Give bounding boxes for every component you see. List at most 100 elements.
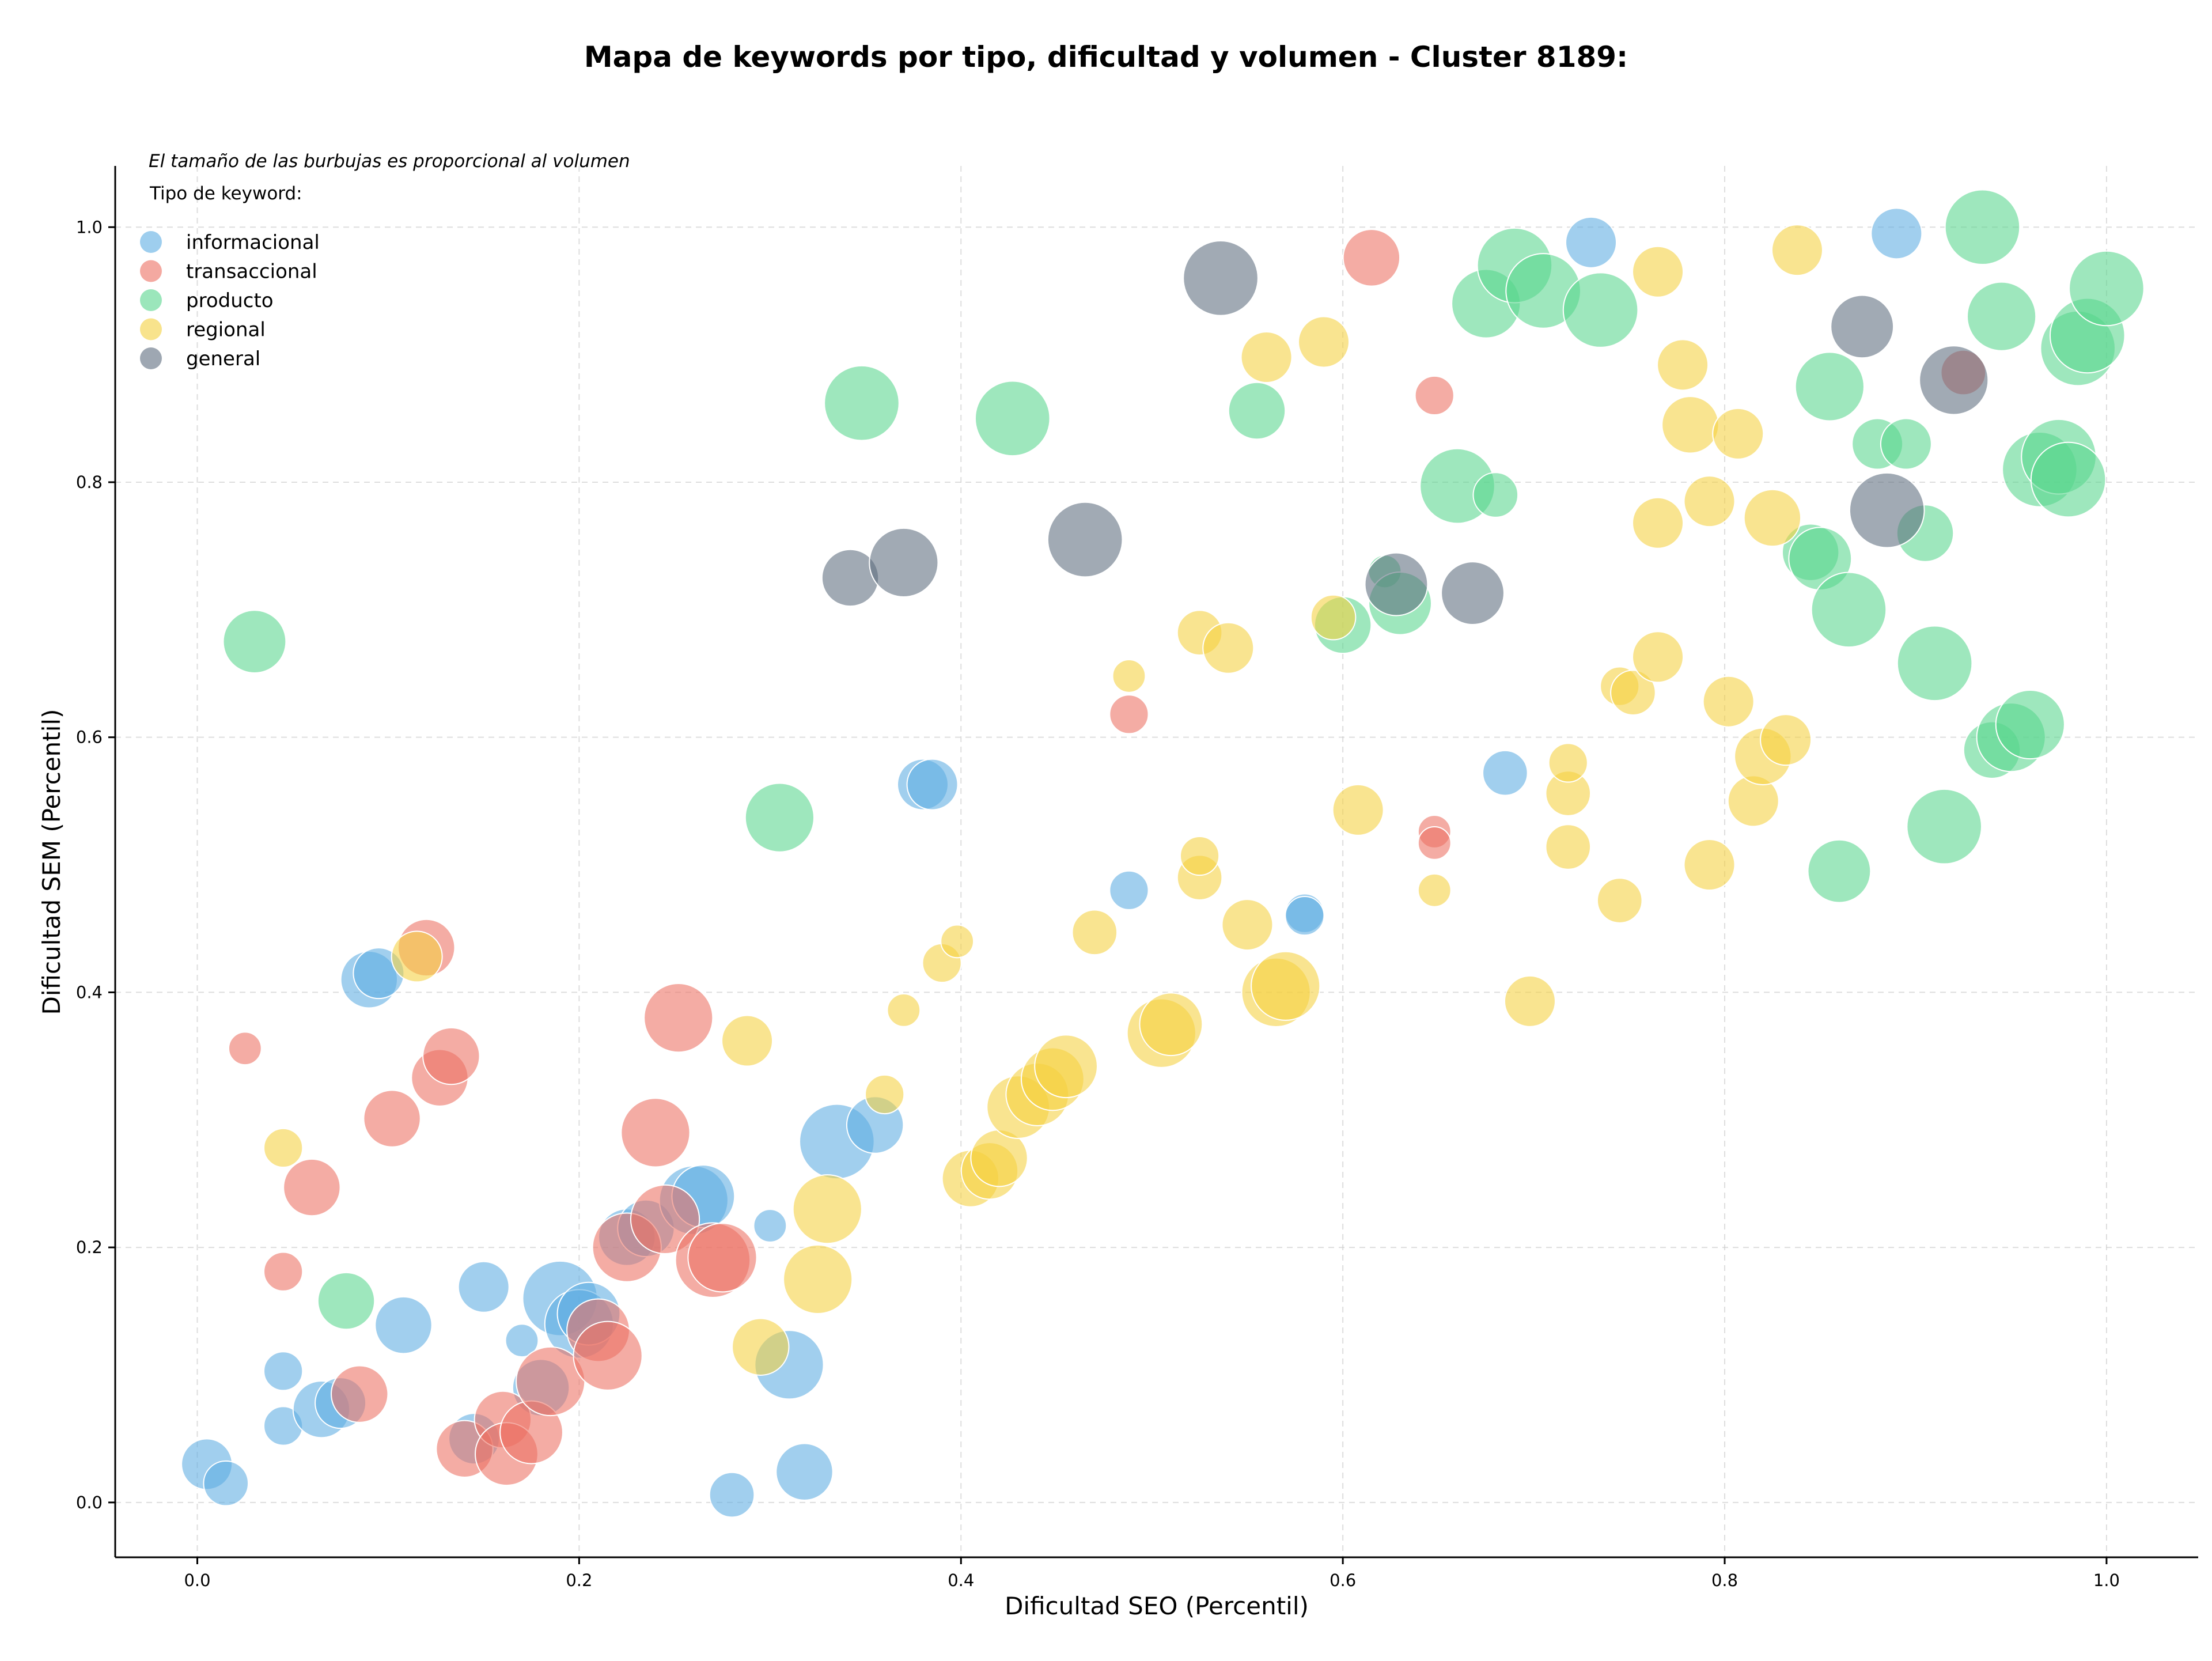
producto-bubble xyxy=(1967,281,2037,351)
producto-bubble xyxy=(1810,572,1887,648)
producto-bubble xyxy=(974,380,1051,457)
regional-bubble xyxy=(1610,669,1656,716)
regional-bubble xyxy=(1545,824,1592,870)
transaccional-bubble xyxy=(263,1251,304,1292)
informacional-bubble xyxy=(1109,870,1149,910)
producto-bubble xyxy=(824,365,900,441)
y-tick-label: 0.2 xyxy=(76,1238,103,1257)
transaccional-bubble xyxy=(331,1365,389,1423)
legend-marker-producto xyxy=(140,289,162,311)
transaccional-bubble xyxy=(630,1184,700,1255)
informacional-bubble xyxy=(374,1296,433,1354)
legend-marker-transaccional xyxy=(140,260,162,282)
bubbles xyxy=(181,189,2145,1518)
producto-bubble xyxy=(1906,788,1982,865)
regional-bubble xyxy=(1298,316,1350,368)
general-bubble xyxy=(1849,472,1925,548)
legend-marker-informacional xyxy=(140,231,162,253)
transaccional-bubble xyxy=(1417,826,1452,860)
producto-bubble xyxy=(1807,839,1872,903)
regional-bubble xyxy=(1221,899,1274,951)
producto-bubble xyxy=(1562,272,1639,348)
regional-bubble xyxy=(940,924,975,959)
regional-bubble xyxy=(1632,631,1684,683)
general-bubble xyxy=(1830,294,1895,359)
producto-bubble xyxy=(1794,351,1865,422)
x-tick-label: 0.0 xyxy=(184,1571,210,1590)
transaccional-bubble xyxy=(1342,229,1401,287)
informacional-bubble xyxy=(263,1351,304,1391)
general-bubble xyxy=(869,527,939,598)
regional-bubble xyxy=(887,993,921,1027)
producto-bubble xyxy=(1944,189,2021,266)
informacional-bubble xyxy=(753,1209,787,1243)
legend-label-general: general xyxy=(186,347,260,370)
producto-bubble xyxy=(2069,250,2145,327)
informacional-bubble xyxy=(775,1443,834,1501)
producto-bubble xyxy=(1880,418,1932,470)
regional-bubble xyxy=(1743,489,1802,547)
y-tick-label: 0.6 xyxy=(76,728,103,747)
regional-bubble xyxy=(391,930,443,983)
x-axis-ticks: 0.0 0.2 0.4 0.6 0.8 1.0 xyxy=(184,1557,2120,1590)
transaccional-bubble xyxy=(283,1158,341,1217)
regional-bubble xyxy=(1632,497,1684,549)
transaccional-bubble xyxy=(620,1098,691,1168)
regional-bubble xyxy=(732,1318,790,1376)
y-axis-ticks: 0.0 0.2 0.4 0.6 0.8 1.0 xyxy=(76,217,115,1512)
transaccional-bubble xyxy=(363,1089,421,1148)
regional-bubble xyxy=(1071,909,1118,956)
y-axis-label: Dificultad SEM (Percentil) xyxy=(37,709,66,1015)
legend: informacional transaccional producto region… xyxy=(140,231,320,370)
regional-bubble xyxy=(1760,714,1812,766)
x-tick-label: 1.0 xyxy=(2093,1571,2120,1590)
legend-marker-general xyxy=(140,347,162,369)
series-informacional xyxy=(181,207,1923,1518)
regional-bubble xyxy=(1179,835,1220,876)
transaccional-bubble xyxy=(422,1027,480,1085)
regional-bubble xyxy=(1240,331,1293,384)
producto-bubble xyxy=(317,1272,376,1330)
informacional-bubble xyxy=(505,1323,539,1358)
legend-label-regional: regional xyxy=(186,319,266,342)
informacional-bubble xyxy=(203,1460,249,1507)
transaccional-bubble xyxy=(228,1031,262,1066)
regional-bubble xyxy=(263,1127,304,1168)
producto-bubble xyxy=(744,782,815,853)
chart-title: Mapa de keywords por tipo, dificultad y … xyxy=(584,40,1628,74)
regional-bubble xyxy=(792,1174,862,1244)
legend-title: Tipo de keyword: xyxy=(149,183,302,204)
y-tick-label: 1.0 xyxy=(76,217,103,237)
informacional-bubble xyxy=(1285,895,1325,936)
informacional-bubble xyxy=(457,1261,510,1313)
y-tick-label: 0.8 xyxy=(76,472,103,492)
legend-label-producto: producto xyxy=(186,289,274,312)
bubble-size-note: El tamaño de las burbujas es proporciona… xyxy=(149,151,630,172)
x-tick-label: 0.6 xyxy=(1330,1571,1356,1590)
general-bubble xyxy=(1919,345,1989,415)
regional-bubble xyxy=(1683,839,1736,891)
regional-bubble xyxy=(1202,622,1255,674)
series-transaccional xyxy=(228,229,1987,1486)
general-bubble xyxy=(1441,561,1505,625)
x-axis-label: Dificultad SEO (Percentil) xyxy=(1005,1592,1309,1620)
transaccional-bubble xyxy=(687,1223,757,1293)
grid xyxy=(115,166,2198,1557)
regional-bubble xyxy=(721,1015,774,1067)
x-tick-label: 0.2 xyxy=(566,1571,592,1590)
producto-bubble xyxy=(222,610,287,674)
transaccional-bubble xyxy=(643,983,714,1053)
producto-bubble xyxy=(1472,472,1519,518)
regional-bubble xyxy=(1683,475,1736,528)
regional-bubble xyxy=(1332,784,1384,836)
y-tick-label: 0.0 xyxy=(76,1493,103,1512)
general-bubble xyxy=(1047,501,1123,578)
regional-bubble xyxy=(1548,743,1588,783)
x-tick-label: 0.4 xyxy=(948,1571,974,1590)
general-bubble xyxy=(1364,552,1429,616)
regional-bubble xyxy=(1310,594,1357,641)
regional-bubble xyxy=(1034,1034,1098,1099)
series-regional xyxy=(263,224,1823,1376)
legend-label-transaccional: transaccional xyxy=(186,260,317,283)
